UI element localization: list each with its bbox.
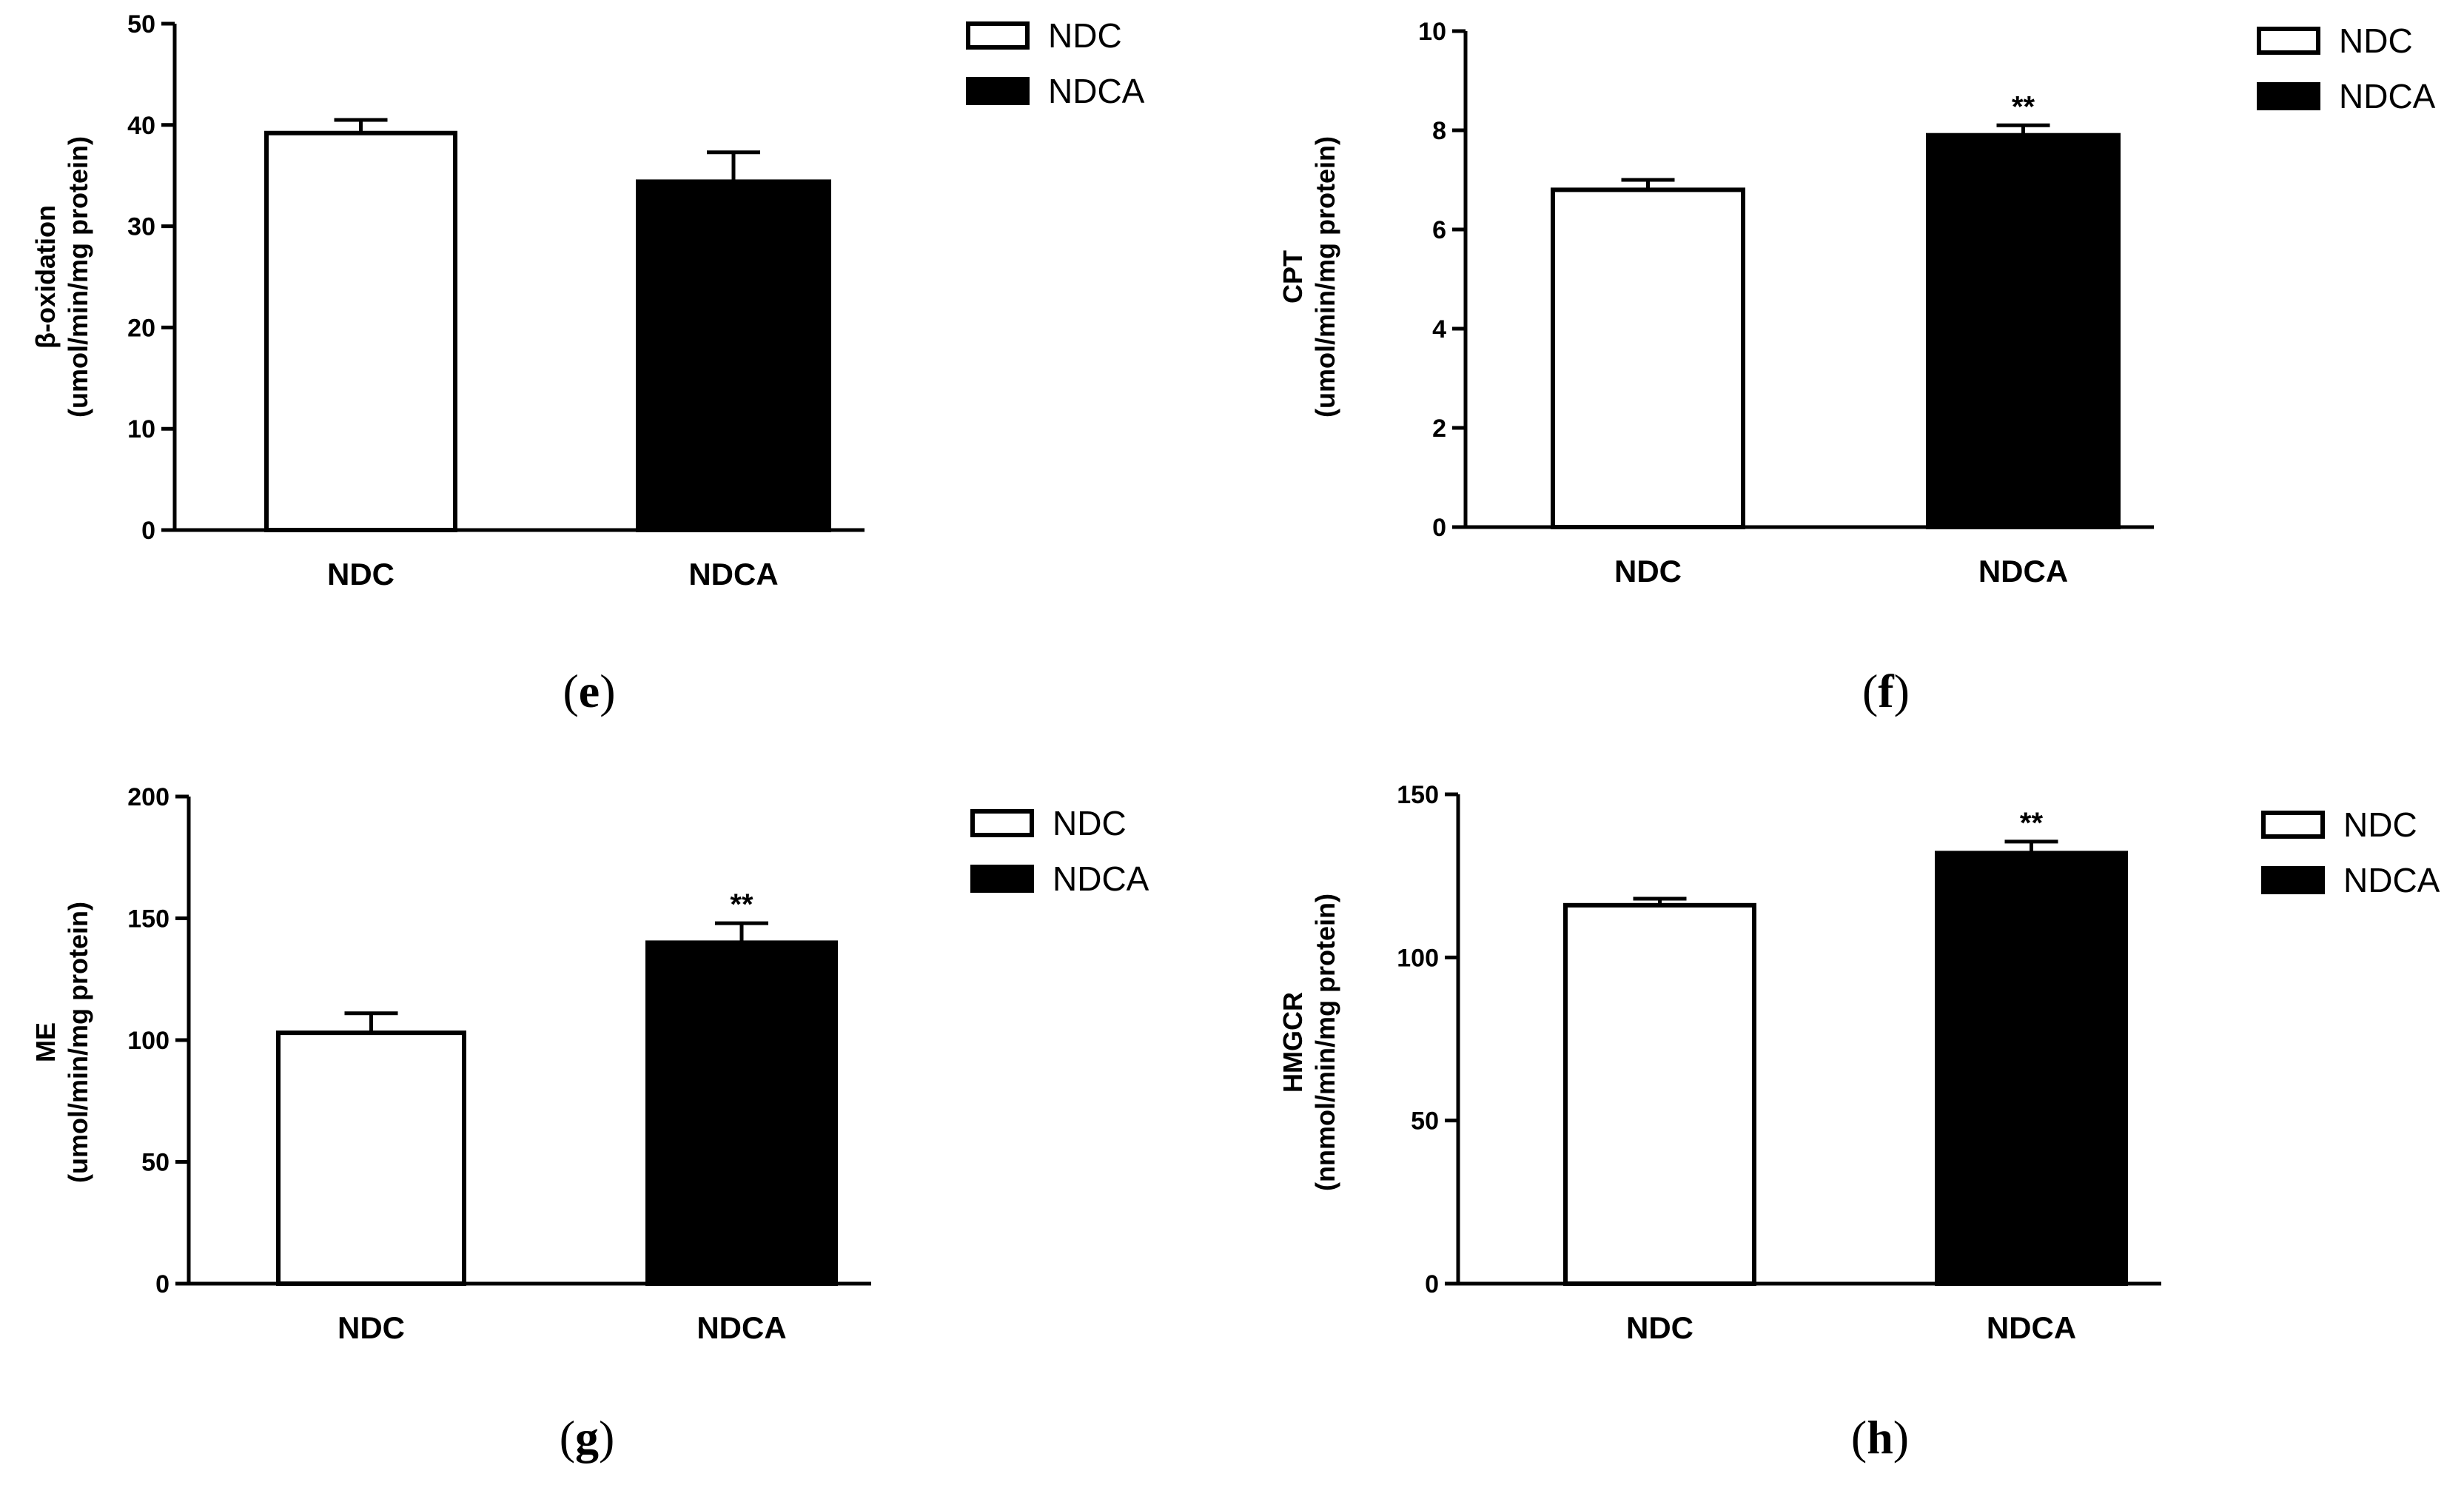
y-tick-label: 10 (127, 415, 155, 443)
bar-ndca (636, 179, 831, 533)
y-tick-label: 8 (1432, 117, 1446, 145)
legend-swatch-ndc (966, 21, 1030, 50)
y-axis-subtitle: (umol/min/mg protein) (63, 136, 93, 418)
legend-label: NDCA (1053, 859, 1149, 898)
x-tick-label: NDCA (1987, 1310, 2076, 1345)
y-tick-label: 50 (127, 10, 155, 38)
y-axis-title: HMGCR (1278, 992, 1308, 1093)
panel-label-letter: e (579, 665, 600, 717)
y-tick-label: 50 (1411, 1107, 1439, 1136)
significance-marker: ** (2020, 807, 2044, 839)
y-tick-label: 20 (127, 314, 155, 342)
panel-label: (h) (1851, 1411, 1909, 1464)
legend-swatch-ndc (2257, 27, 2320, 55)
bar-ndc (1563, 902, 1756, 1286)
x-tick-label: NDC (1626, 1310, 1693, 1345)
y-tick-label: 30 (127, 213, 155, 241)
legend-label: NDCA (1048, 72, 1145, 110)
y-axis-subtitle: (umol/min/mg protein) (63, 902, 93, 1183)
panel-h: 0 50 100 150 HMGCR (nnmol/min/mg protein) NDC *… (1278, 781, 2440, 1464)
x-tick-label: NDCA (696, 1310, 786, 1345)
panel-label-open: ( (1851, 1411, 1867, 1464)
y-tick-label: 200 (127, 783, 169, 811)
bar-ndc (276, 1030, 466, 1286)
legend-swatch-ndc (970, 809, 1034, 837)
y-tick-label: 150 (1397, 781, 1439, 809)
y-tick-label: 10 (1418, 18, 1446, 46)
y-tick-label: 6 (1432, 216, 1446, 244)
panel-label-close: ) (600, 665, 615, 717)
panel-label: (f) (1862, 665, 1910, 717)
legend-label: NDC (1048, 16, 1122, 55)
y-axis-subtitle: (umol/min/mg protein) (1310, 136, 1340, 418)
y-tick-label: 40 (127, 112, 155, 140)
legend-swatch-ndca (2257, 82, 2320, 110)
legend-label: NDC (1053, 804, 1127, 842)
x-tick-label: NDCA (688, 557, 778, 591)
bar-ndca (645, 940, 838, 1287)
y-tick-label: 0 (155, 1270, 169, 1298)
legend-label: NDC (2339, 21, 2413, 60)
x-tick-label: NDC (1614, 554, 1682, 589)
y-tick-label: 50 (141, 1149, 169, 1177)
bar-ndc (1551, 187, 1745, 529)
bar-ndca (1935, 851, 2128, 1286)
x-tick-label: NDC (327, 557, 395, 591)
legend-swatch-ndc (2261, 811, 2325, 839)
legend-label: NDC (2343, 805, 2417, 844)
panel-label: (e) (563, 665, 615, 717)
y-tick-label: 2 (1432, 415, 1446, 443)
y-tick-label: 0 (141, 517, 155, 545)
significance-marker: ** (2012, 90, 2035, 123)
y-tick-label: 4 (1432, 315, 1446, 343)
bar-ndc (264, 130, 457, 532)
panel-label-letter: g (575, 1411, 599, 1464)
y-tick-label: 100 (1397, 944, 1439, 972)
panel-label-close: ) (1893, 1411, 1909, 1464)
panel-label-open: ( (560, 1411, 575, 1464)
legend-swatch-ndca (966, 77, 1030, 105)
x-tick-label: NDCA (1978, 554, 2068, 589)
panel-label-open: ( (563, 665, 578, 717)
legend-label: NDCA (2339, 77, 2436, 115)
y-tick-label: 0 (1432, 514, 1446, 542)
x-tick-label: NDC (338, 1310, 405, 1345)
panel-label-letter: f (1878, 665, 1894, 717)
significance-marker: ** (730, 888, 753, 921)
legend-swatch-ndca (2261, 866, 2325, 894)
bar-ndca (1926, 133, 2121, 529)
panel-label: (g) (560, 1411, 615, 1464)
y-tick-label: 150 (127, 905, 169, 933)
panel-label-close: ) (599, 1411, 614, 1464)
y-axis-subtitle: (nnmol/min/mg protein) (1310, 894, 1340, 1191)
y-axis-title: β-oxidation (30, 205, 61, 349)
y-tick-label: 0 (1425, 1270, 1439, 1298)
panel-f: 0 2 4 6 8 10 CPT (umol/min/mg protein) NDC ** NDCA… (1278, 18, 2436, 717)
panel-e: 0 10 20 30 40 50 β-oxidation (umol/min/mg prote… (30, 10, 1145, 717)
panel-label-close: ) (1894, 665, 1910, 717)
panel-label-open: ( (1862, 665, 1878, 717)
y-axis-title: ME (30, 1022, 61, 1062)
legend-swatch-ndca (970, 865, 1034, 893)
y-axis-title: CPT (1278, 250, 1308, 304)
panel-g: 0 50 100 150 200 ME (umol/min/mg protein) NDC **… (30, 783, 1149, 1464)
y-tick-label: 100 (127, 1027, 169, 1055)
legend-label: NDCA (2343, 861, 2440, 899)
panel-label-letter: h (1867, 1411, 1893, 1464)
